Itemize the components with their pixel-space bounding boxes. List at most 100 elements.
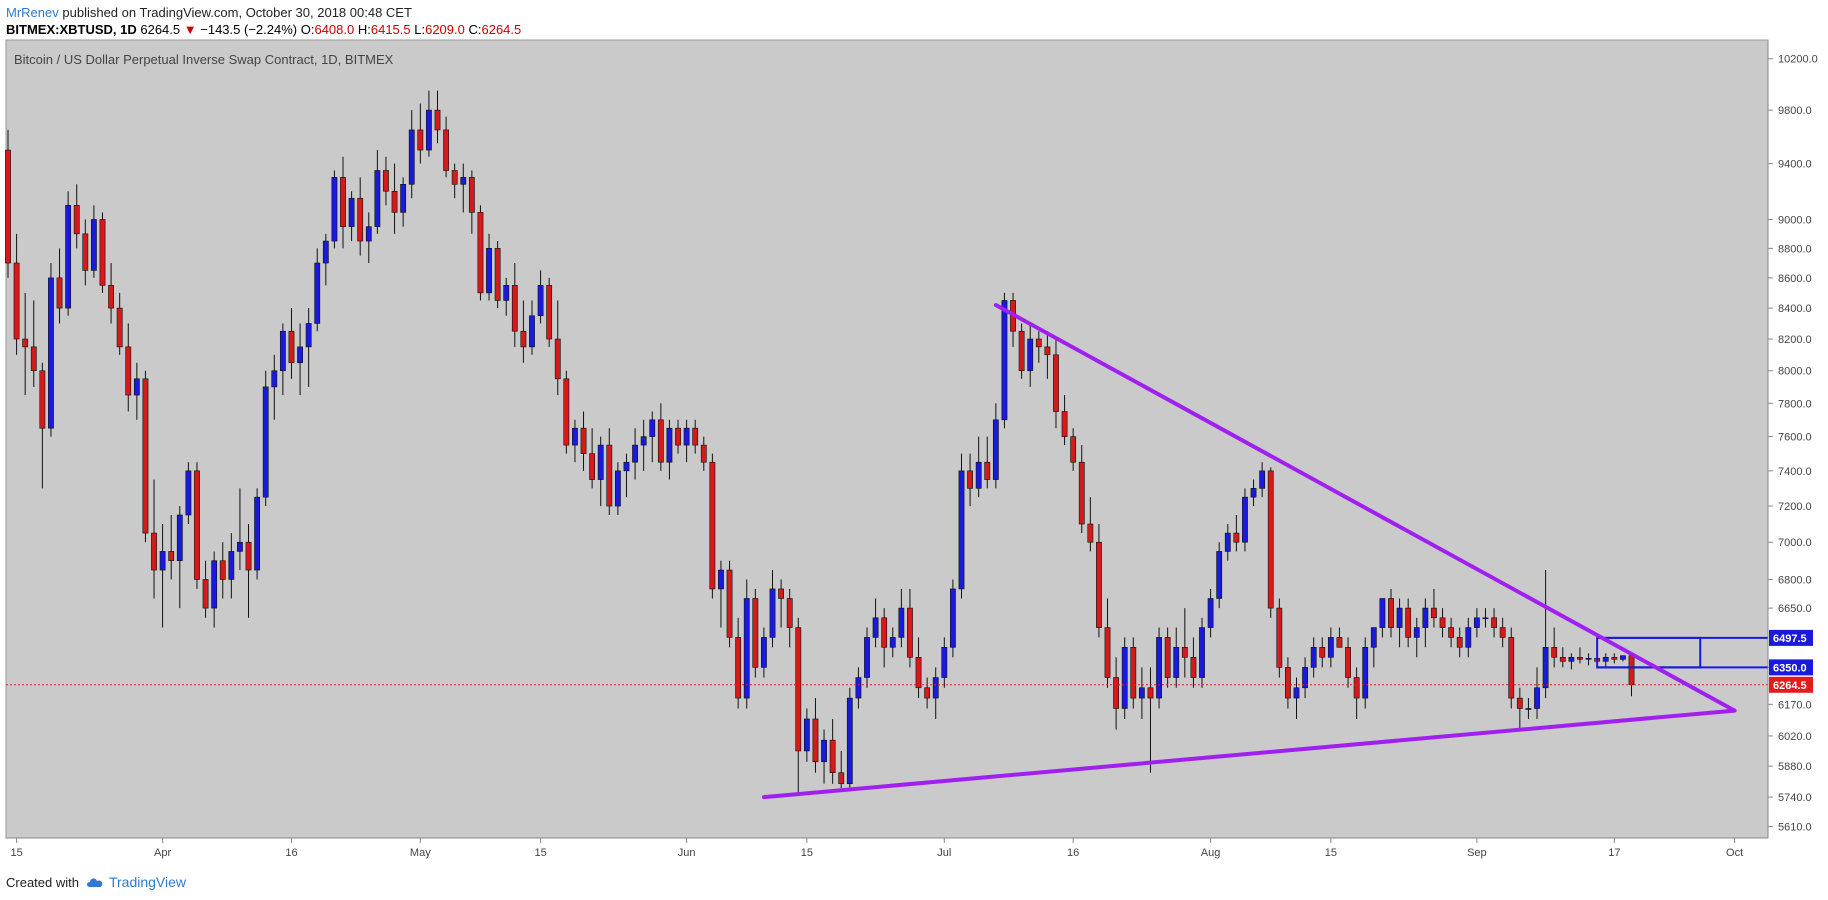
candle-body (838, 772, 845, 785)
candle-body (1130, 647, 1137, 699)
ascending-support[interactable] (761, 708, 1737, 800)
open-label: O: (300, 22, 315, 37)
candle (1353, 667, 1360, 719)
candle (168, 515, 175, 580)
candle-body (1164, 637, 1171, 678)
candle-body (1285, 667, 1291, 699)
candle-body (1302, 667, 1308, 689)
candle-body (1216, 551, 1223, 599)
candle-body (898, 607, 905, 638)
change-text: −143.5 (−2.24%) (200, 22, 298, 37)
candle (108, 263, 114, 324)
candle-body (872, 617, 879, 638)
candle-body (237, 541, 243, 552)
candle (22, 292, 29, 396)
candle-body (1602, 657, 1609, 662)
candle-body (22, 338, 29, 348)
plot-area[interactable] (5, 39, 1769, 839)
candle-body (683, 427, 690, 446)
last-price-text: 6264.5 (140, 22, 181, 37)
candle-body (1491, 617, 1497, 628)
candle (520, 300, 527, 363)
candle-body (829, 739, 836, 774)
low-value: 6209.0 (425, 22, 465, 37)
descending-resistance[interactable] (993, 303, 1737, 713)
candle-body (726, 569, 733, 638)
candle-body (984, 461, 991, 480)
candle-body (408, 129, 415, 185)
candle-body (640, 436, 647, 446)
candle (932, 667, 939, 719)
candle (992, 403, 999, 489)
candle (1199, 617, 1205, 688)
candle (1491, 608, 1497, 638)
author-link[interactable]: MrRenev (6, 5, 59, 20)
candle (675, 419, 681, 454)
tradingview-link[interactable]: TradingView (85, 874, 186, 890)
candle-body (1405, 607, 1412, 638)
candle (1250, 479, 1257, 507)
candle (572, 419, 578, 463)
price-axis[interactable]: 10200.0 9800.0 9400.0 9000.0 8800.0 8600.0 840… (1767, 40, 1818, 838)
candle (1405, 598, 1412, 648)
candle-body (30, 346, 37, 372)
close-label: C: (468, 22, 482, 37)
x-tick-label: Jun (678, 847, 696, 859)
chart[interactable]: Bitcoin / US Dollar Perpetual Inverse Sw… (0, 0, 1828, 870)
y-tick-label: 6650.0 (1778, 603, 1812, 615)
candle-body (1035, 338, 1042, 348)
candle-body (1259, 470, 1266, 489)
candle-body (65, 204, 72, 309)
candle-body (1448, 627, 1455, 638)
candle-body (1156, 637, 1162, 699)
candle-body (1482, 617, 1489, 620)
candle (271, 354, 278, 420)
footer: Created with TradingView (6, 874, 186, 890)
candle (348, 191, 355, 242)
x-tick-label: 15 (1325, 847, 1337, 859)
candle-body (314, 262, 321, 324)
candle-body (288, 330, 295, 364)
candle (1061, 395, 1068, 446)
candle-body (1568, 657, 1575, 662)
candle (735, 617, 742, 709)
drawings (6, 303, 1768, 800)
candle (1242, 488, 1248, 552)
candle (1293, 677, 1300, 719)
candle (99, 212, 106, 293)
candle (1559, 647, 1566, 668)
candle-body (1499, 627, 1506, 638)
level-6497-label: 6497.5 (1773, 633, 1807, 645)
candle (623, 453, 630, 498)
candle-body (374, 170, 381, 227)
candle-body (305, 323, 312, 348)
candle-body (1542, 647, 1549, 689)
candle (1233, 515, 1240, 552)
candle (1104, 598, 1111, 688)
created-with-text: Created with (6, 874, 79, 890)
candle (1534, 667, 1540, 719)
x-tick-label: Aug (1201, 847, 1221, 859)
candle (700, 436, 707, 471)
candle (408, 110, 415, 199)
candle (649, 411, 656, 463)
candle-body (1379, 598, 1386, 628)
candle (1525, 698, 1532, 719)
candle-body (271, 370, 278, 388)
candle-body (365, 226, 372, 242)
y-tick-label: 5740.0 (1778, 792, 1812, 804)
y-tick-label: 6800.0 (1778, 574, 1812, 586)
candle (391, 163, 398, 234)
candle (434, 90, 441, 144)
candle-body (99, 219, 106, 286)
candle-body (889, 637, 896, 648)
candle-body (855, 677, 862, 699)
x-tick-label: Sep (1467, 847, 1487, 859)
candle (73, 184, 80, 249)
time-axis[interactable]: 15Apr16May15Jun15Jul16Aug15Sep17Oct15Nov… (6, 837, 1828, 859)
candle (1164, 627, 1171, 688)
candle (254, 488, 261, 580)
candle-body (1087, 523, 1094, 543)
candle (1319, 637, 1326, 668)
candle (297, 323, 303, 396)
